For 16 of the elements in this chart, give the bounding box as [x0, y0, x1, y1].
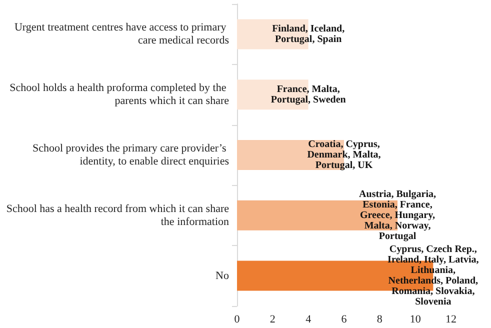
y-tick-label: No [216, 270, 230, 282]
y-tick-label: School has a health record from which it can share the information [6, 202, 230, 228]
x-tick-label: 10 [410, 314, 422, 326]
y-tick-label: School provides the primary care provider’s identity, to enable direct enquiries [32, 142, 229, 168]
y-tick-label: Urgent treatment centres have access to primary care medical records [14, 22, 229, 47]
data-label: Austria, Bulgaria, Estonia, France, Greece, Hungary, Malta, Norway, Portugal [359, 188, 436, 242]
x-tick-label: 4 [306, 314, 312, 326]
data-label: Croatia, Cyprus, Denmark, Malta, Portugal, UK [307, 139, 382, 171]
x-tick-label: 0 [234, 314, 240, 326]
x-tick-label: 2 [270, 314, 276, 326]
data-label: Finland, Iceland, Portugal, Spain [272, 23, 346, 45]
x-tick-label: 6 [341, 314, 348, 326]
x-tick-label: 12 [446, 314, 456, 326]
data-label: France, Malta, Portugal, Sweden [270, 84, 346, 106]
y-tick-label: School holds a health proforma completed by the parents which it can share [10, 82, 230, 108]
x-tick-label: 8 [376, 314, 383, 326]
